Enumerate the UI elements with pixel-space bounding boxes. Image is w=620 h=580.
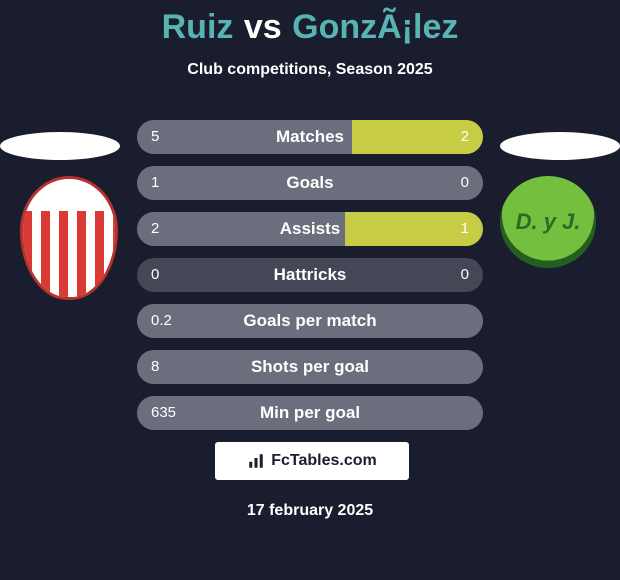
bar-value-right: 0	[461, 258, 469, 292]
stat-bar: Goals per match0.2	[137, 304, 483, 338]
bar-value-left: 8	[151, 350, 159, 384]
crest-right-shape: D. y J.	[500, 176, 596, 268]
title-vs: vs	[244, 8, 282, 47]
bar-value-right: 0	[461, 166, 469, 200]
subtitle: Club competitions, Season 2025	[0, 61, 620, 79]
bar-value-left: 0	[151, 258, 159, 292]
bar-chart-icon	[247, 452, 265, 470]
brand-text: FcTables.com	[271, 452, 377, 470]
avatar-halo-left	[0, 132, 120, 160]
bar-value-left: 0.2	[151, 304, 172, 338]
comparison-card: Ruiz vs GonzÃ¡lez Club competitions, Sea…	[0, 0, 620, 580]
avatar-halo-right	[500, 132, 620, 160]
stat-bar: Assists2 1	[137, 212, 483, 246]
bar-value-left: 2	[151, 212, 159, 246]
stat-bar: Goals1 0	[137, 166, 483, 200]
bars-container: Matches52Goals10Assists21Hattricks00Goal…	[137, 120, 483, 442]
club-crest-left	[20, 176, 120, 306]
bar-label: Goals	[137, 166, 483, 200]
crest-right-text: D. y J.	[516, 213, 581, 231]
crest-left-top	[23, 179, 115, 211]
stat-bar: Matches5 2	[137, 120, 483, 154]
bar-value-right: 2	[461, 120, 469, 154]
bar-label: Shots per goal	[137, 350, 483, 384]
bar-value-left: 5	[151, 120, 159, 154]
bar-label: Hattricks	[137, 258, 483, 292]
club-crest-right: D. y J.	[500, 176, 600, 306]
bar-value-right: 1	[461, 212, 469, 246]
footer-date: 17 february 2025	[0, 502, 620, 520]
bar-value-left: 1	[151, 166, 159, 200]
stat-bar: Min per goal635	[137, 396, 483, 430]
player2-name: GonzÃ¡lez	[292, 8, 458, 47]
player1-name: Ruiz	[162, 8, 234, 47]
crest-left-shape	[20, 176, 118, 300]
bar-label: Min per goal	[137, 396, 483, 430]
bar-value-left: 635	[151, 396, 176, 430]
bar-label: Matches	[137, 120, 483, 154]
bar-label: Assists	[137, 212, 483, 246]
brand-box[interactable]: FcTables.com	[215, 442, 409, 480]
stat-bar: Shots per goal8	[137, 350, 483, 384]
title-row: Ruiz vs GonzÃ¡lez	[0, 0, 620, 47]
crest-left-stripes	[23, 211, 115, 297]
bar-label: Goals per match	[137, 304, 483, 338]
stat-bar: Hattricks0 0	[137, 258, 483, 292]
